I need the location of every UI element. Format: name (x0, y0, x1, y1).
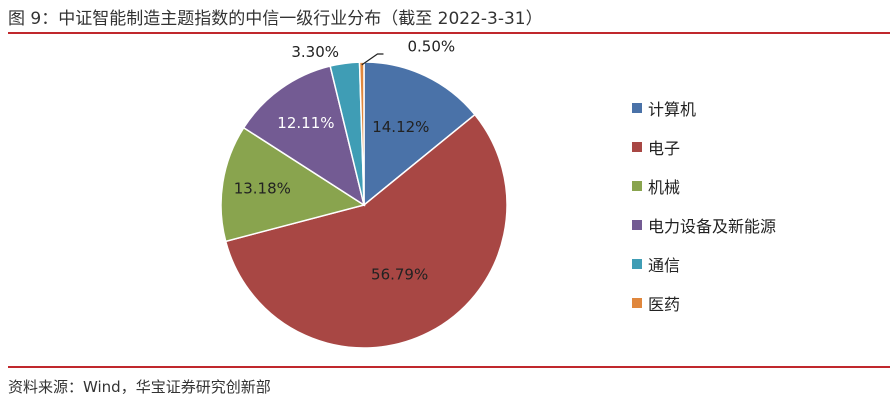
legend-swatch (632, 297, 642, 308)
legend-swatch (632, 141, 642, 152)
pie-slice-5 (358, 61, 365, 206)
slice-data-label: 13.18% (234, 179, 291, 197)
pie-slice-3 (242, 65, 366, 207)
pie-slice-2 (220, 126, 366, 243)
legend-label: 计算机 (648, 99, 697, 119)
slice-data-label: 0.50% (407, 38, 455, 56)
legend-swatch (632, 180, 642, 191)
legend-item: 通信 (632, 244, 776, 283)
pie-slice-1 (224, 113, 508, 349)
legend-item: 机械 (632, 166, 776, 205)
legend-item: 电力设备及新能源 (632, 205, 776, 244)
bottom-divider (8, 366, 890, 368)
source-note: 资料来源：Wind，华宝证券研究创新部 (8, 378, 271, 396)
chart-legend: 计算机电子机械电力设备及新能源 通信医药 (632, 88, 776, 322)
legend-item: 电子 (632, 127, 776, 166)
legend-item: 计算机 (632, 88, 776, 127)
top-divider (8, 32, 890, 34)
slice-data-label: 3.30% (291, 43, 339, 61)
chart-title: 图 9：中证智能制造主题指数的中信一级行业分布（截至 2022-3-31） (8, 9, 543, 29)
slice-data-label: 56.79% (371, 266, 428, 284)
legend-label: 机械 (648, 177, 681, 197)
pie-slice-0 (363, 61, 476, 207)
slice-data-label: 12.11% (277, 114, 334, 132)
leader-line (361, 53, 384, 66)
legend-label: 医药 (648, 294, 681, 314)
legend-label: 通信 (648, 255, 681, 275)
slice-data-label: 14.12% (372, 118, 429, 136)
legend-item: 医药 (632, 283, 776, 322)
legend-label: 电力设备及新能源 (648, 216, 777, 236)
legend-label: 电子 (648, 138, 681, 158)
legend-swatch (632, 219, 642, 230)
pie-chart: 14.12% 56.79% 13.18% 12.11% 3.30% 0.50% (220, 38, 508, 349)
legend-swatch (632, 102, 642, 113)
legend-swatch (632, 258, 642, 269)
